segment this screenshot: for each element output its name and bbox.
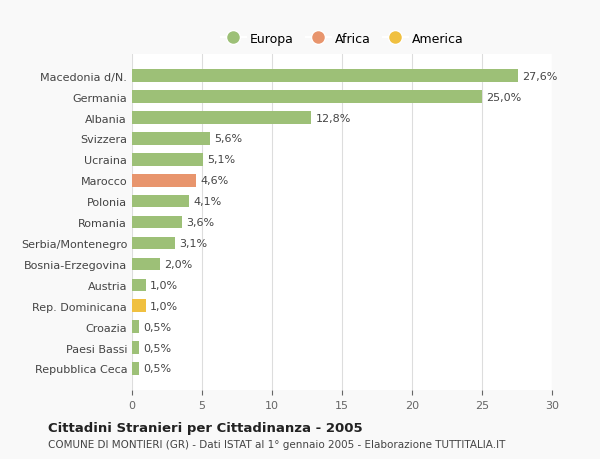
Legend: Europa, Africa, America: Europa, Africa, America (215, 28, 469, 51)
Text: 1,0%: 1,0% (150, 301, 178, 311)
Bar (132, 237, 175, 250)
Text: 27,6%: 27,6% (523, 72, 558, 82)
Bar (132, 112, 311, 124)
Text: 3,1%: 3,1% (179, 239, 208, 248)
Text: 0,5%: 0,5% (143, 322, 172, 332)
Text: Cittadini Stranieri per Cittadinanza - 2005: Cittadini Stranieri per Cittadinanza - 2… (48, 421, 362, 435)
Bar (132, 196, 190, 208)
Text: 2,0%: 2,0% (164, 259, 193, 269)
Bar (132, 321, 139, 333)
Text: 12,8%: 12,8% (316, 113, 351, 123)
Text: 0,5%: 0,5% (143, 343, 172, 353)
Bar (132, 279, 146, 291)
Text: 1,0%: 1,0% (150, 280, 178, 290)
Text: 3,6%: 3,6% (187, 218, 215, 228)
Bar (132, 216, 182, 229)
Text: COMUNE DI MONTIERI (GR) - Dati ISTAT al 1° gennaio 2005 - Elaborazione TUTTITALI: COMUNE DI MONTIERI (GR) - Dati ISTAT al … (48, 440, 505, 449)
Text: 4,6%: 4,6% (200, 176, 229, 186)
Bar (132, 154, 203, 166)
Text: 25,0%: 25,0% (486, 92, 521, 102)
Bar (132, 341, 139, 354)
Bar (132, 174, 196, 187)
Bar (132, 70, 518, 83)
Bar (132, 300, 146, 312)
Text: 4,1%: 4,1% (194, 197, 222, 207)
Bar (132, 258, 160, 271)
Text: 5,6%: 5,6% (215, 134, 243, 144)
Bar (132, 363, 139, 375)
Text: 0,5%: 0,5% (143, 364, 172, 374)
Text: 5,1%: 5,1% (208, 155, 236, 165)
Bar (132, 91, 482, 104)
Bar (132, 133, 211, 146)
